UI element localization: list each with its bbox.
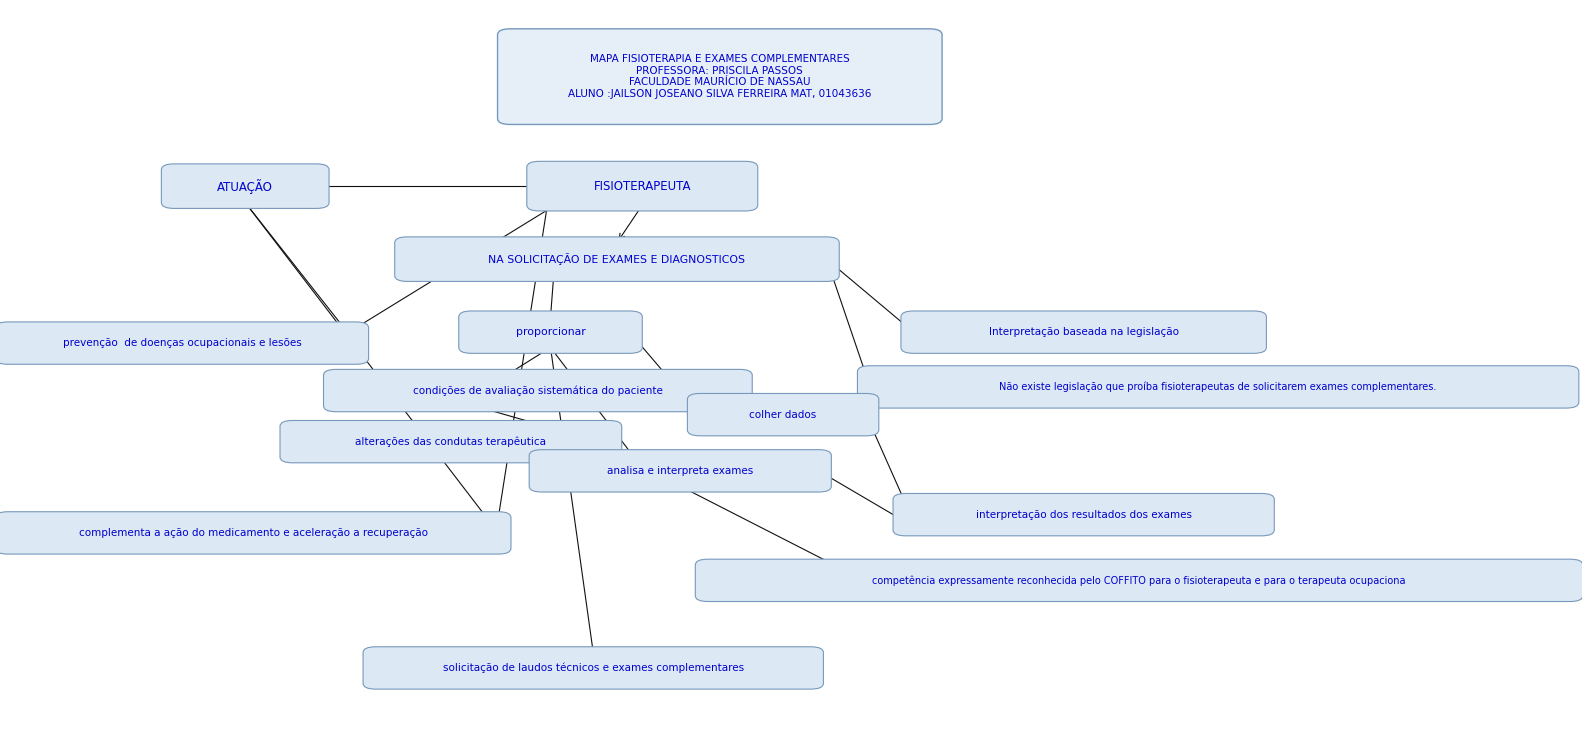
FancyBboxPatch shape <box>362 647 823 689</box>
Text: Interpretação baseada na legislação: Interpretação baseada na legislação <box>989 327 1179 337</box>
Text: MAPA FISIOTERAPIA E EXAMES COMPLEMENTARES
PROFESSORA: PRISCILA PASSOS
FACULDADE : MAPA FISIOTERAPIA E EXAMES COMPLEMENTARE… <box>568 54 872 99</box>
FancyBboxPatch shape <box>324 369 753 412</box>
FancyBboxPatch shape <box>0 512 511 554</box>
Text: ATUAÇÃO: ATUAÇÃO <box>217 179 274 193</box>
Text: colher dados: colher dados <box>750 410 816 420</box>
FancyBboxPatch shape <box>902 311 1267 353</box>
Text: condições de avaliação sistemática do paciente: condições de avaliação sistemática do pa… <box>413 385 663 396</box>
FancyBboxPatch shape <box>892 493 1275 536</box>
FancyBboxPatch shape <box>161 164 329 209</box>
FancyBboxPatch shape <box>688 393 880 436</box>
FancyBboxPatch shape <box>459 311 642 353</box>
FancyBboxPatch shape <box>694 559 1582 602</box>
Text: prevenção  de doenças ocupacionais e lesões: prevenção de doenças ocupacionais e lesõ… <box>63 338 301 348</box>
FancyBboxPatch shape <box>527 161 758 211</box>
Text: alterações das condutas terapêutica: alterações das condutas terapêutica <box>356 437 546 447</box>
FancyBboxPatch shape <box>396 237 840 281</box>
Text: Não existe legislação que proíba fisioterapeutas de solicitarem exames complemen: Não existe legislação que proíba fisiote… <box>1000 382 1436 392</box>
Text: complementa a ação do medicamento e aceleração a recuperação: complementa a ação do medicamento e acel… <box>79 528 427 538</box>
FancyBboxPatch shape <box>0 322 369 364</box>
FancyBboxPatch shape <box>530 450 832 492</box>
Text: competência expressamente reconhecida pelo COFFITO para o fisioterapeuta e para : competência expressamente reconhecida pe… <box>872 575 1406 585</box>
Text: proporcionar: proporcionar <box>516 327 585 337</box>
FancyBboxPatch shape <box>280 420 622 463</box>
FancyBboxPatch shape <box>497 29 943 124</box>
Text: solicitação de laudos técnicos e exames complementares: solicitação de laudos técnicos e exames … <box>443 663 744 673</box>
Text: FISIOTERAPEUTA: FISIOTERAPEUTA <box>593 180 691 193</box>
FancyBboxPatch shape <box>857 366 1579 408</box>
Text: NA SOLICITAÇÃO DE EXAMES E DIAGNOSTICOS: NA SOLICITAÇÃO DE EXAMES E DIAGNOSTICOS <box>489 253 745 265</box>
Text: interpretação dos resultados dos exames: interpretação dos resultados dos exames <box>976 510 1191 520</box>
Text: analisa e interpreta exames: analisa e interpreta exames <box>607 466 753 476</box>
